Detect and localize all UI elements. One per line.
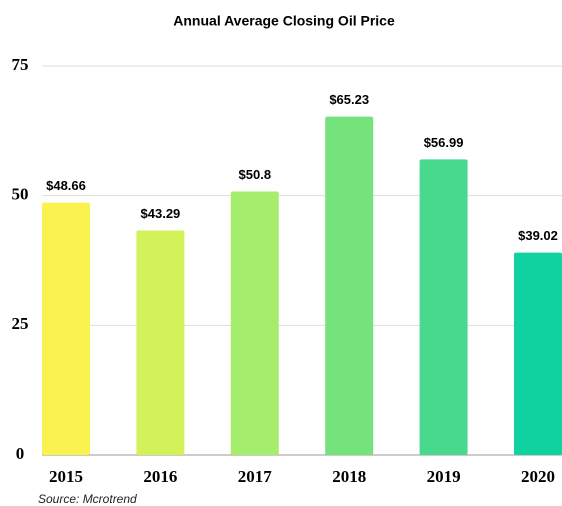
chart-title: Annual Average Closing Oil Price <box>173 13 395 29</box>
x-tick-label: 2020 <box>521 467 555 486</box>
y-tick-label: 75 <box>12 55 29 74</box>
bar <box>136 230 185 455</box>
value-label: $56.99 <box>424 135 464 150</box>
x-tick-label: 2018 <box>332 467 366 486</box>
value-label: $50.8 <box>239 167 272 182</box>
bar <box>230 191 279 455</box>
bar <box>325 116 374 455</box>
bar <box>514 252 562 455</box>
value-label: $39.02 <box>518 228 558 243</box>
bar <box>419 159 468 455</box>
source-note: Source: Mcrotrend <box>38 492 137 506</box>
value-label: $48.66 <box>46 178 86 193</box>
y-tick-label: 0 <box>16 444 25 463</box>
y-tick-label: 25 <box>12 314 29 333</box>
bar <box>42 202 90 455</box>
value-label: $43.29 <box>141 206 181 221</box>
value-label: $65.23 <box>329 92 369 107</box>
x-tick-label: 2017 <box>238 467 273 486</box>
x-tick-label: 2015 <box>49 467 83 486</box>
x-tick-label: 2019 <box>427 467 461 486</box>
y-tick-label: 50 <box>12 185 29 204</box>
x-tick-label: 2016 <box>143 467 177 486</box>
